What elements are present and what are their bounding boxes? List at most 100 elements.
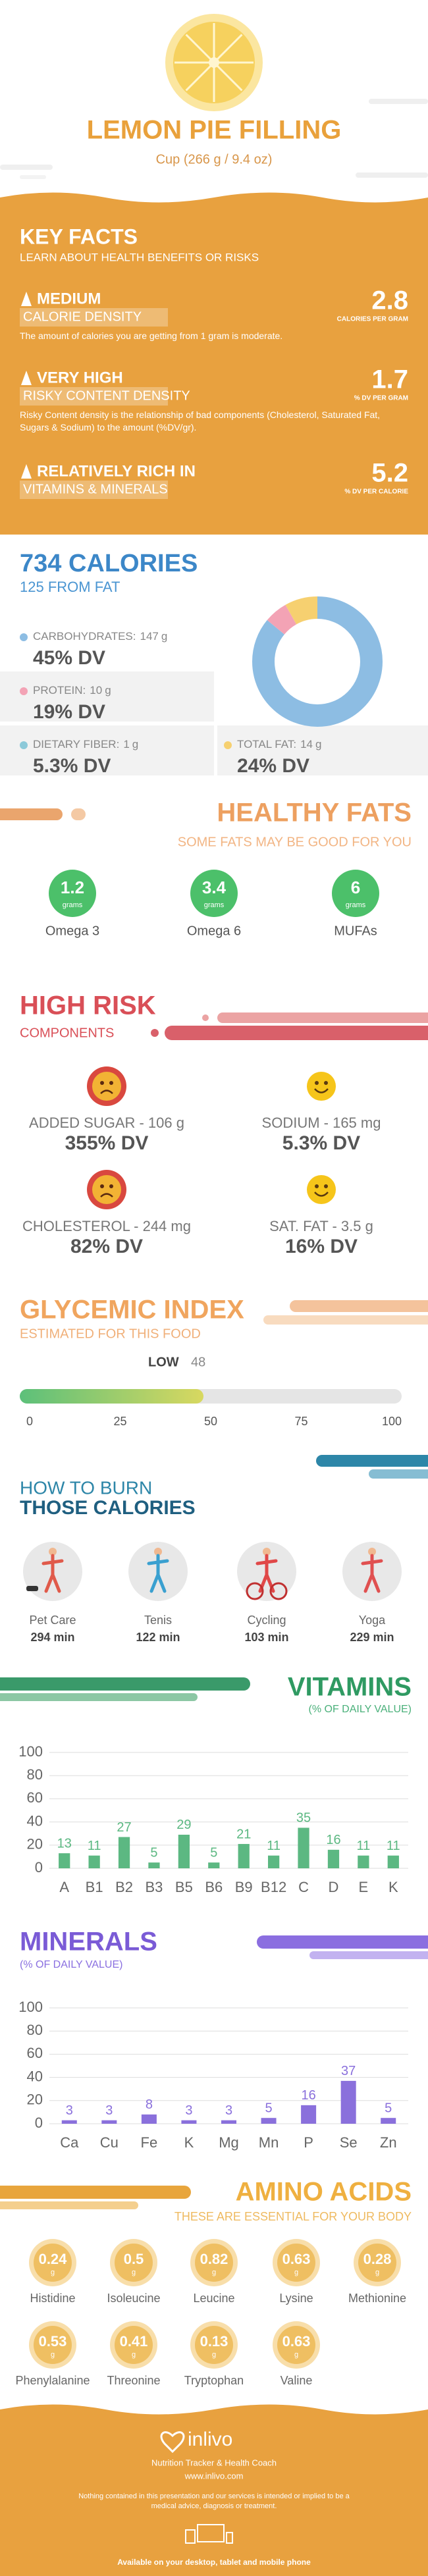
nutrient-bg (217, 725, 428, 775)
gi-tick-label: 0 (26, 1415, 33, 1428)
fat-name: Omega 6 (187, 924, 241, 938)
y-tick-label: 20 (27, 2091, 43, 2108)
fact-value: 2.8 (371, 286, 408, 315)
fat-value: 1.2 (61, 878, 84, 897)
bar (238, 1844, 250, 1868)
face-eye (324, 1184, 328, 1188)
fact-level: VERY HIGH (37, 369, 123, 386)
gi-tick-label: 75 (294, 1415, 308, 1428)
url: www.inlivo.com (184, 2471, 244, 2481)
fact-icon (21, 292, 32, 306)
risk-name: ADDED SUGAR - 106 g (29, 1115, 184, 1131)
section-subtitle: THESE ARE ESSENTIAL FOR YOUR BODY (174, 2210, 412, 2223)
fat-name: MUFAs (334, 924, 377, 938)
tagline: Nutrition Tracker & Health Coach (151, 2458, 277, 2467)
bar (358, 1855, 369, 1868)
x-tick-label: K (388, 1879, 398, 1895)
decor-bar (263, 1315, 428, 1325)
bar (221, 2120, 237, 2124)
value-label: 35 (296, 1811, 311, 1826)
amino-unit: g (375, 2269, 379, 2276)
amino-name: Leucine (193, 2292, 234, 2305)
amino-circle (277, 2326, 315, 2364)
lemon-segment (213, 61, 243, 92)
bar (387, 1855, 399, 1868)
amino-circle (358, 2244, 396, 2282)
disclaimer: Nothing contained in this presentation a… (78, 2492, 350, 2510)
amino-circle (277, 2244, 315, 2282)
value-label: 5 (150, 1845, 157, 1860)
decor-bar (0, 2201, 138, 2209)
activity-figure (361, 1554, 383, 1593)
logo-heart (160, 2431, 185, 2454)
decor-bar (0, 2186, 191, 2199)
section-subtitle: COMPONENTS (20, 1026, 114, 1040)
fat-circle (190, 870, 238, 917)
fact-description-box: The amount of calories you are getting f… (20, 330, 282, 341)
x-tick-label: Fe (141, 2134, 158, 2151)
nutrient-name: PROTEIN: (33, 684, 86, 697)
fact-level: RELATIVELY RICH IN (37, 462, 196, 480)
device-monitor (197, 2524, 225, 2542)
nutrient-dv: 19% DV (33, 701, 105, 723)
x-tick-label: P (304, 2134, 313, 2151)
x-tick-label: B2 (115, 1879, 133, 1895)
fact-band (20, 481, 168, 499)
fact-band (20, 387, 168, 406)
amino-name: Isoleucine (107, 2292, 160, 2305)
y-tick-label: 80 (27, 1766, 43, 1783)
disclaimer-box: Nothing contained in this presentation a… (78, 2492, 350, 2510)
face-mouth (314, 1192, 329, 1197)
value-label: 11 (356, 1839, 370, 1853)
amino-value: 0.53 (39, 2333, 67, 2350)
amino-name: Valine (281, 2374, 313, 2387)
amino-value: 0.82 (200, 2251, 228, 2267)
decor-dot (151, 1029, 159, 1037)
x-tick-label: B3 (145, 1879, 163, 1895)
stripe (20, 175, 46, 179)
decor-bar (257, 1935, 428, 1949)
fact-unit: % DV PER GRAM (354, 395, 408, 402)
y-tick-label: 40 (27, 2068, 43, 2084)
nutrient-grams: 147 (140, 630, 159, 643)
amino-value: 0.13 (200, 2333, 228, 2350)
fat-value: 6 (351, 878, 360, 897)
bar (178, 1834, 190, 1868)
risk-dv: 16% DV (285, 1236, 358, 1257)
nutrient-bg (0, 725, 214, 775)
fat-circle (49, 870, 96, 917)
nutrient-label: CARBOHYDRATES: 147 g (33, 630, 167, 643)
nutrient-name: TOTAL FAT: (237, 738, 296, 750)
amino-value: 0.63 (282, 2333, 311, 2350)
activity-head (49, 1548, 57, 1556)
face-eye (100, 1081, 104, 1085)
nutrient-label: DIETARY FIBER: 1 g (33, 738, 138, 750)
amino-circle (115, 2326, 153, 2364)
nutrient-unit: g (315, 738, 321, 750)
amino-unit: g (51, 2269, 55, 2276)
amino-unit: g (51, 2351, 55, 2359)
value-label: 21 (236, 1827, 251, 1841)
decor-bar (316, 1455, 428, 1467)
y-tick-label: 100 (18, 1743, 43, 1760)
lemon-segment (185, 61, 215, 92)
x-tick-label: A (59, 1879, 69, 1895)
section-title: KEY FACTS (20, 224, 138, 248)
value-label: 8 (146, 2097, 153, 2112)
nutrient-name: CARBOHYDRATES: (33, 630, 136, 643)
gi-tick-label: 50 (204, 1415, 217, 1428)
fact-description: Risky Content density is the relationshi… (20, 409, 381, 433)
face (307, 1072, 336, 1101)
amino-circle (115, 2244, 153, 2282)
activity-unit: min (159, 1631, 180, 1644)
x-tick-label: Se (340, 2134, 358, 2151)
activity-unit: min (54, 1631, 75, 1644)
x-tick-label: Ca (60, 2134, 79, 2151)
activity-minutes: 229 (350, 1631, 369, 1644)
decor-bar (0, 808, 63, 820)
value-label: 11 (267, 1839, 281, 1853)
x-tick-label: Mg (219, 2134, 239, 2151)
amino-circle (34, 2326, 72, 2364)
fat-unit: grams (346, 901, 366, 909)
key-facts-bg (0, 192, 428, 535)
